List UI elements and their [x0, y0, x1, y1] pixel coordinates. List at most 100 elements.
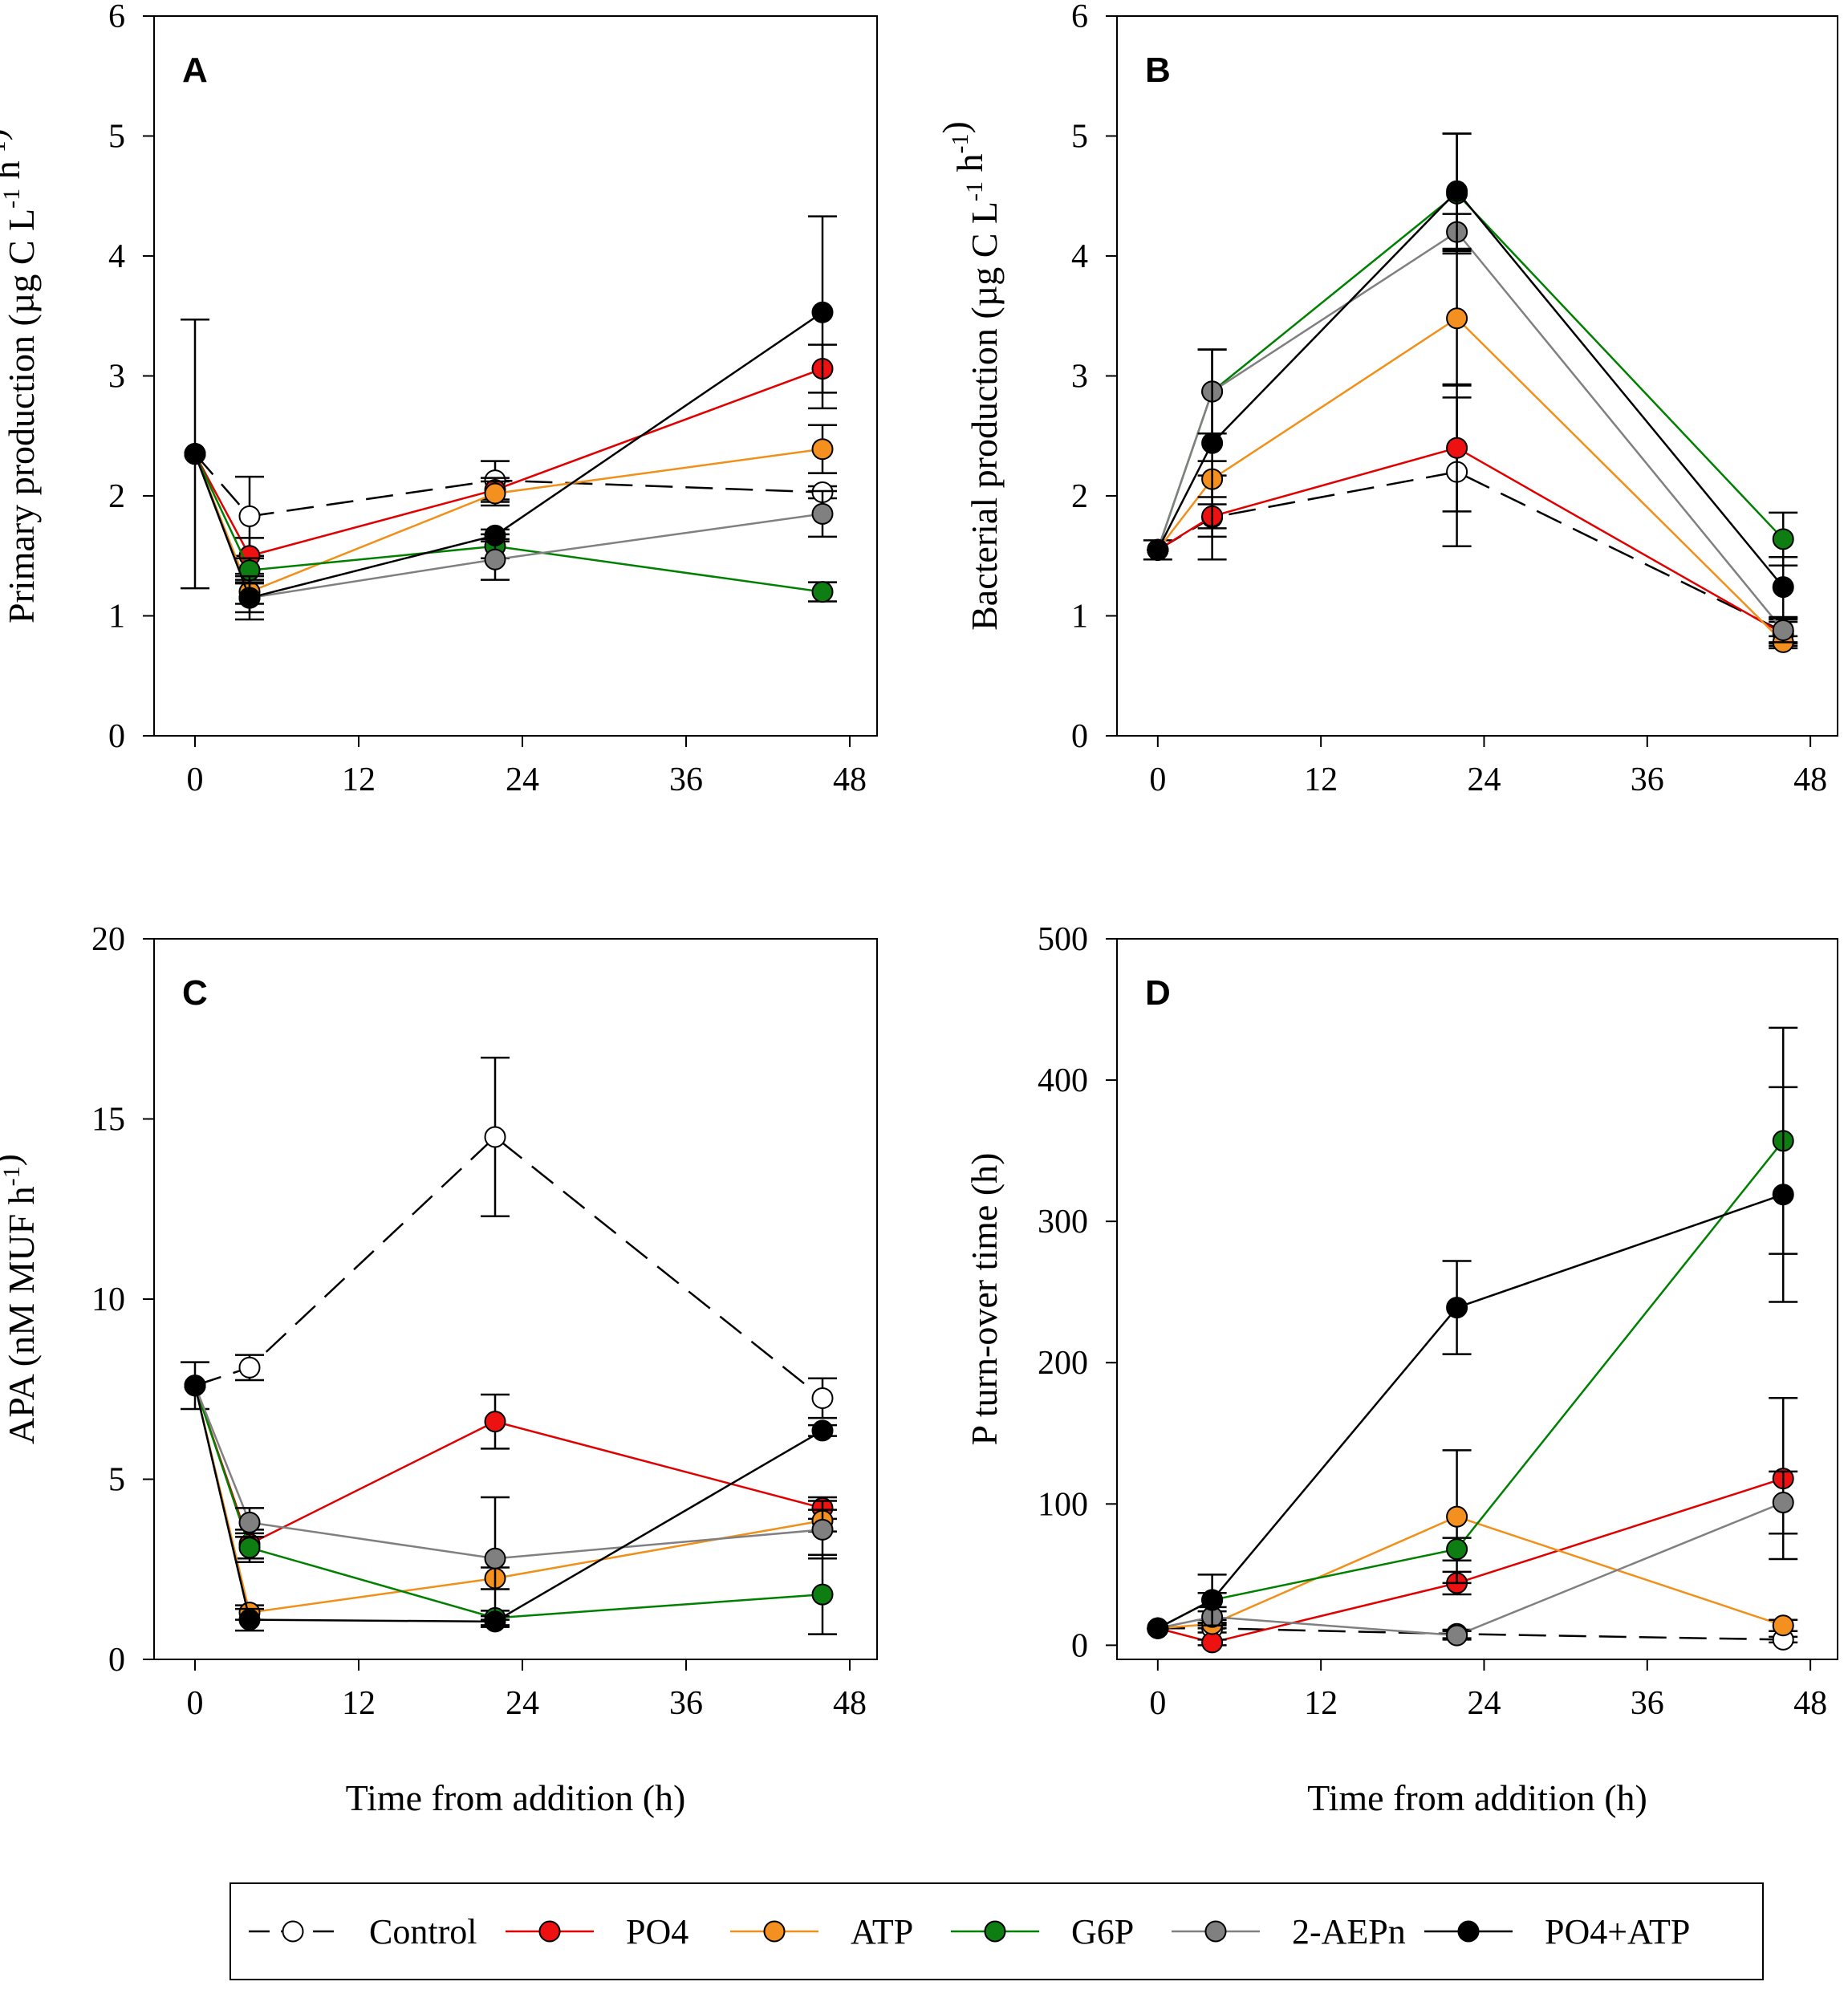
panel-c-g6p-point: [238, 1537, 261, 1559]
panel-c-g6p-point: [811, 1583, 834, 1606]
panel-a-control-point: [238, 505, 261, 527]
panel-a-x-tick-label: 48: [833, 761, 867, 798]
panel-a-x-tick-label: 0: [187, 761, 204, 798]
panel-b-series-po4: [1147, 383, 1798, 648]
panel-b-po4-atp-point: [1446, 180, 1468, 202]
panel-b-atp-line: [1156, 317, 1785, 644]
panel-b-x-tick-label: 48: [1793, 761, 1827, 798]
panel-c-series-2-aepn: [184, 1375, 837, 1621]
panel-d-y-tick-label: 400: [1038, 1062, 1088, 1099]
panel-c-y-tick-label: 0: [108, 1642, 125, 1679]
panel-b-y-tick-label: 4: [1071, 238, 1088, 275]
legend-control-label: Control: [369, 1912, 477, 1951]
legend-item-atp: ATP: [730, 1912, 913, 1951]
panel-a-y-tick-label: 1: [108, 599, 125, 636]
panel-d-2-aepn-line: [1157, 1501, 1784, 1637]
panel-d-po4-atp-line: [1157, 1193, 1784, 1630]
panel-b-po4-atp-point: [1201, 432, 1224, 454]
legend-item-po4-atp: PO4+ATP: [1424, 1912, 1690, 1951]
panel-b-y-tick-label: 1: [1071, 599, 1088, 636]
panel-b-series-po4-atp: [1147, 132, 1798, 619]
panel-d-po4-point: [1201, 1631, 1224, 1654]
panel-c-atp-line: [193, 1385, 823, 1614]
panel-b-po4-point: [1446, 437, 1468, 459]
panel-c-series-control: [181, 1056, 837, 1419]
panel-c-letter: C: [182, 973, 208, 1013]
panel-c-po4-atp-point: [484, 1610, 506, 1633]
panel-b-2-aepn-line: [1156, 230, 1785, 631]
panel-b-y-axis-title: Bacterial production (µg C L-1 h-1): [935, 121, 1005, 631]
panel-d-series-atp: [1147, 1449, 1798, 1639]
panel-c-po4-atp-point: [238, 1609, 261, 1631]
panel-b-y-tick-label: 2: [1071, 478, 1088, 515]
panel-d-frame: [1116, 938, 1838, 1660]
panel-a-2-aepn-point: [484, 548, 506, 571]
panel-d-x-tick-label: 36: [1631, 1685, 1664, 1722]
panel-a-po4-line: [193, 368, 823, 558]
panel-d-x-tick-label: 48: [1793, 1685, 1827, 1722]
panel-a-control-line: [194, 453, 823, 518]
panel-b-y-tick-label: 0: [1071, 718, 1088, 755]
panel-d-y-tick-label: 100: [1038, 1486, 1088, 1523]
panel-c-2-aepn-line: [193, 1385, 823, 1560]
panel-c-po4-atp-point: [811, 1419, 834, 1442]
panel-c-control-point: [238, 1356, 261, 1379]
panel-b-frame: [1116, 15, 1838, 737]
legend-item-2-aepn: 2-AEPn: [1172, 1912, 1406, 1951]
panel-b-x-tick-label: 12: [1304, 761, 1338, 798]
panel-d-y-tick-label: 200: [1038, 1345, 1088, 1382]
panel-a-po4-atp-line: [193, 311, 823, 599]
panel-a-x-tick-label: 24: [506, 761, 539, 798]
panel-c-po4-atp-line: [193, 1385, 823, 1623]
panel-d-atp-point: [1772, 1614, 1794, 1637]
panel-d-po4-atp-point: [1772, 1184, 1794, 1206]
panel-c-x-tick-label: 36: [669, 1685, 703, 1722]
panel-b-po4-line: [1157, 446, 1784, 636]
panel-b-x-tick-label: 24: [1467, 761, 1501, 798]
panel-a-po4-atp-point: [184, 443, 206, 465]
panel-d-series-po4: [1147, 1397, 1798, 1654]
panel-b-x-tick-label: 36: [1631, 761, 1664, 798]
panel-d-po4-atp-point: [1446, 1297, 1468, 1319]
panel-d-2-aepn-point: [1446, 1624, 1468, 1647]
legend-control-marker: [282, 1920, 304, 1943]
panel-c-control-point: [484, 1126, 506, 1148]
panel-c-y-tick-label: 20: [91, 921, 125, 958]
panel-d-x-tick-label: 24: [1467, 1685, 1501, 1722]
panel-a-2-aepn-point: [811, 502, 834, 525]
panel-d-letter: D: [1145, 973, 1171, 1013]
panel-a-atp-point: [811, 438, 834, 461]
legend-atp-label: ATP: [851, 1912, 913, 1951]
panel-b-po4-atp-point: [1772, 576, 1794, 599]
panel-d-y-axis-title: P turn-over time (h): [964, 1153, 1005, 1446]
legend-item-po4: PO4: [506, 1912, 688, 1951]
panel-c-control-point: [811, 1387, 834, 1409]
panel-b-y-tick-label: 6: [1071, 0, 1088, 35]
panel-c-series-atp: [184, 1375, 837, 1624]
panel-b-y-tick-label: 5: [1071, 119, 1088, 156]
panel-c-2-aepn-point: [484, 1547, 506, 1570]
panel-c-po4-atp-point: [184, 1375, 206, 1397]
panel-a-y-tick-label: 0: [108, 718, 125, 755]
panel-c-series-po4: [184, 1375, 837, 1560]
legend-po4-atp-label: PO4+ATP: [1545, 1912, 1690, 1951]
panel-a-series-po4-atp: [184, 215, 837, 621]
panel-c-2-aepn-point: [811, 1518, 834, 1541]
panel-a-y-tick-label: 6: [108, 0, 125, 35]
panel-a-series-po4: [184, 343, 837, 575]
panel-c-g6p-line: [193, 1385, 823, 1619]
panel-d-y-tick-label: 300: [1038, 1204, 1088, 1241]
panel-a-g6p-line: [193, 453, 823, 593]
legend-2-aepn-marker: [1204, 1920, 1227, 1943]
panel-d-series-2-aepn: [1147, 1470, 1798, 1647]
panel-d-x-tick-label: 12: [1304, 1685, 1338, 1722]
panel-c-2-aepn-point: [238, 1511, 261, 1533]
panel-d-y-tick-label: 0: [1071, 1627, 1088, 1664]
panel-b-po4-atp-point: [1147, 538, 1169, 561]
panel-d-2-aepn-point: [1772, 1492, 1794, 1514]
panel-c-y-tick-label: 10: [91, 1281, 125, 1318]
panel-c-series-g6p: [184, 1375, 837, 1635]
legend-po4-atp-marker: [1457, 1920, 1480, 1943]
legend-2-aepn-label: 2-AEPn: [1292, 1912, 1406, 1951]
